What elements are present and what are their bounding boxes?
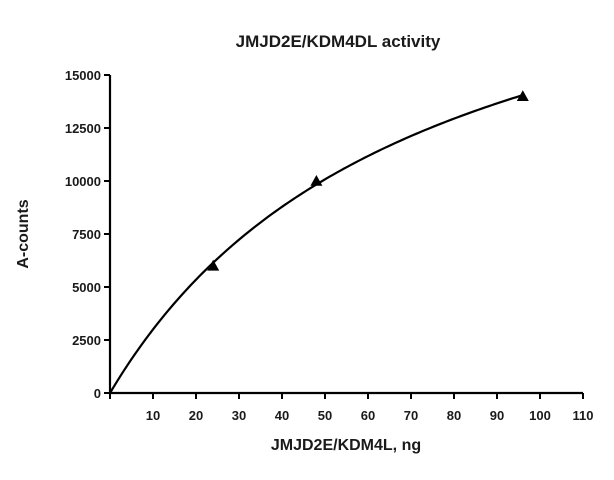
y-tick-label: 2500 bbox=[72, 333, 101, 348]
y-tick-label: 12500 bbox=[65, 121, 101, 136]
x-tick-label: 50 bbox=[318, 408, 332, 423]
y-tick-label: 15000 bbox=[65, 68, 101, 83]
y-tick-label: 0 bbox=[94, 386, 101, 401]
x-tick-label: 40 bbox=[275, 408, 289, 423]
x-tick-label: 10 bbox=[146, 408, 160, 423]
data-point-triangle bbox=[516, 90, 529, 101]
x-tick-label: 110 bbox=[573, 408, 594, 423]
x-axis-label: JMJD2E/KDM4L, ng bbox=[271, 437, 421, 454]
x-tick-label: 100 bbox=[529, 408, 551, 423]
x-tick-label: 90 bbox=[490, 408, 504, 423]
data-points bbox=[207, 90, 529, 271]
y-tick-label: 10000 bbox=[65, 174, 101, 189]
y-axis-label: A-counts bbox=[15, 199, 32, 268]
y-ticks: 0 2500 5000 7500 10000 12500 15000 bbox=[65, 68, 110, 401]
data-point-triangle bbox=[310, 175, 323, 186]
x-tick-label: 70 bbox=[404, 408, 418, 423]
chart-title: JMJD2E/KDM4DL activity bbox=[236, 32, 441, 51]
plot-area: 0 2500 5000 7500 10000 12500 15000 10 20 30 40 50 6… bbox=[65, 68, 594, 423]
y-tick-label: 7500 bbox=[72, 227, 101, 242]
x-ticks: 10 20 30 40 50 60 70 80 90 100 110 bbox=[109, 393, 594, 423]
x-tick-label: 30 bbox=[232, 408, 246, 423]
x-tick-label: 60 bbox=[361, 408, 375, 423]
x-tick-label: 20 bbox=[189, 408, 203, 423]
x-tick-label: 80 bbox=[447, 408, 461, 423]
data-point-triangle bbox=[207, 259, 220, 271]
fit-curve bbox=[109, 94, 524, 394]
y-tick-label: 5000 bbox=[72, 280, 101, 295]
